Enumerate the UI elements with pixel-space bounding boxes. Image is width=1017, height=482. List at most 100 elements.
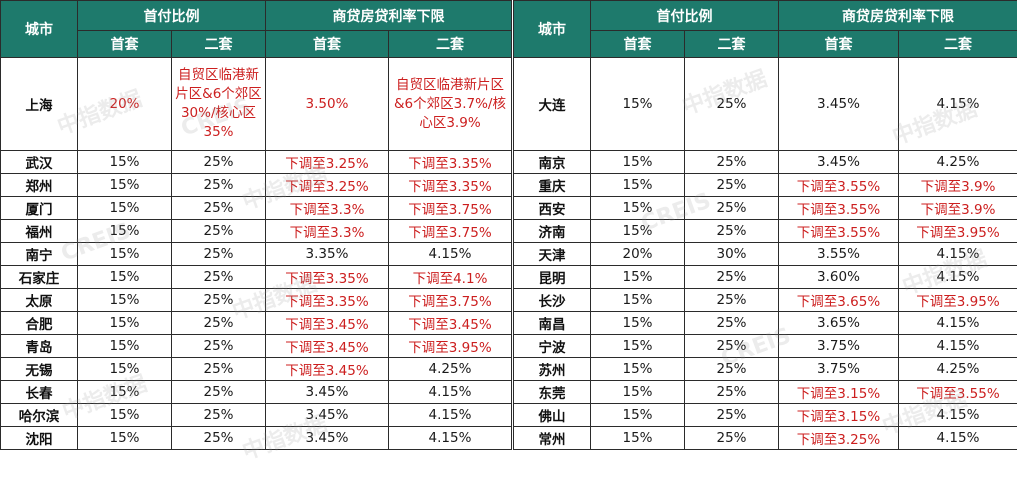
header-rate-floor: 商贷房贷利率下限 bbox=[265, 0, 512, 31]
header-city: 城市 bbox=[0, 0, 78, 58]
rate-first-cell: 下调至3.45% bbox=[265, 311, 389, 335]
table-row: 福州 15% 25% 下调至3.3% 下调至3.75% bbox=[0, 219, 512, 243]
table-row: 合肥 15% 25% 下调至3.45% 下调至3.45% bbox=[0, 311, 512, 335]
down-payment-second-cell: 25% bbox=[171, 403, 266, 427]
city-cell: 武汉 bbox=[0, 150, 78, 174]
rate-second-cell: 下调至3.9% bbox=[898, 196, 1017, 220]
down-payment-first-cell: 20% bbox=[77, 57, 172, 151]
rate-first-cell: 3.75% bbox=[778, 334, 899, 358]
city-cell: 济南 bbox=[513, 219, 591, 243]
down-payment-second-cell: 25% bbox=[171, 196, 266, 220]
down-payment-second-cell: 25% bbox=[171, 426, 266, 450]
rate-second-cell: 4.25% bbox=[898, 357, 1017, 381]
rate-second-cell: 自贸区临港新片区&6个郊区3.7%/核心区3.9% bbox=[388, 57, 512, 151]
down-payment-first-cell: 15% bbox=[590, 311, 685, 335]
rate-first-cell: 3.50% bbox=[265, 57, 389, 151]
table-row: 南昌 15% 25% 3.65% 4.15% bbox=[513, 311, 1017, 335]
table-row: 常州 15% 25% 下调至3.25% 4.15% bbox=[513, 426, 1017, 450]
rate-first-cell: 下调至3.35% bbox=[265, 265, 389, 289]
rate-second-cell: 4.25% bbox=[388, 357, 512, 381]
table-row: 济南 15% 25% 下调至3.55% 下调至3.95% bbox=[513, 219, 1017, 243]
header-rate-first: 首套 bbox=[265, 30, 389, 58]
city-cell: 宁波 bbox=[513, 334, 591, 358]
rate-first-cell: 下调至3.3% bbox=[265, 219, 389, 243]
down-payment-second-cell: 25% bbox=[171, 265, 266, 289]
table-row: 长沙 15% 25% 下调至3.65% 下调至3.95% bbox=[513, 288, 1017, 312]
down-payment-second-cell: 25% bbox=[171, 242, 266, 266]
down-payment-first-cell: 15% bbox=[590, 380, 685, 404]
down-payment-second-cell: 25% bbox=[684, 219, 779, 243]
down-payment-first-cell: 15% bbox=[590, 403, 685, 427]
down-payment-first-cell: 15% bbox=[590, 219, 685, 243]
down-payment-first-cell: 15% bbox=[77, 403, 172, 427]
policy-table-right: 城市 首付比例 商贷房贷利率下限 首套 二套 首套 二套 大连 15% 25% 3.4… bbox=[513, 0, 1017, 450]
rate-first-cell: 下调至3.45% bbox=[265, 357, 389, 381]
header-city: 城市 bbox=[513, 0, 591, 58]
rate-first-cell: 下调至3.45% bbox=[265, 334, 389, 358]
table-row: 沈阳 15% 25% 3.45% 4.15% bbox=[0, 426, 512, 450]
city-cell: 郑州 bbox=[0, 173, 78, 197]
rate-second-cell: 4.15% bbox=[898, 242, 1017, 266]
rate-second-cell: 4.15% bbox=[898, 57, 1017, 151]
rate-second-cell: 4.15% bbox=[898, 403, 1017, 427]
rate-second-cell: 4.25% bbox=[898, 150, 1017, 174]
table-row: 石家庄 15% 25% 下调至3.35% 下调至4.1% bbox=[0, 265, 512, 289]
rate-second-cell: 4.15% bbox=[388, 426, 512, 450]
table-row: 苏州 15% 25% 3.75% 4.25% bbox=[513, 357, 1017, 381]
city-cell: 西安 bbox=[513, 196, 591, 220]
city-cell: 常州 bbox=[513, 426, 591, 450]
rate-second-cell: 4.15% bbox=[898, 265, 1017, 289]
rate-first-cell: 3.65% bbox=[778, 311, 899, 335]
table-row: 长春 15% 25% 3.45% 4.15% bbox=[0, 380, 512, 404]
down-payment-second-cell: 25% bbox=[171, 357, 266, 381]
city-cell: 合肥 bbox=[0, 311, 78, 335]
table-row: 厦门 15% 25% 下调至3.3% 下调至3.75% bbox=[0, 196, 512, 220]
down-payment-second-cell: 30% bbox=[684, 242, 779, 266]
down-payment-first-cell: 15% bbox=[77, 173, 172, 197]
rate-second-cell: 下调至3.35% bbox=[388, 150, 512, 174]
header-dp-first: 首套 bbox=[77, 30, 172, 58]
down-payment-second-cell: 25% bbox=[171, 380, 266, 404]
rate-second-cell: 下调至3.35% bbox=[388, 173, 512, 197]
rate-first-cell: 下调至3.65% bbox=[778, 288, 899, 312]
table-row: 南京 15% 25% 3.45% 4.25% bbox=[513, 150, 1017, 174]
down-payment-first-cell: 15% bbox=[77, 380, 172, 404]
city-cell: 大连 bbox=[513, 57, 591, 151]
rate-first-cell: 3.60% bbox=[778, 265, 899, 289]
down-payment-first-cell: 15% bbox=[77, 150, 172, 174]
header-dp-second: 二套 bbox=[171, 30, 266, 58]
table-row: 太原 15% 25% 下调至3.35% 下调至3.75% bbox=[0, 288, 512, 312]
table-row: 西安 15% 25% 下调至3.55% 下调至3.9% bbox=[513, 196, 1017, 220]
table-row: 东莞 15% 25% 下调至3.15% 下调至3.55% bbox=[513, 380, 1017, 404]
rate-first-cell: 下调至3.15% bbox=[778, 403, 899, 427]
down-payment-second-cell: 25% bbox=[684, 403, 779, 427]
table-row: 哈尔滨 15% 25% 3.45% 4.15% bbox=[0, 403, 512, 427]
down-payment-first-cell: 15% bbox=[590, 357, 685, 381]
down-payment-second-cell: 25% bbox=[171, 334, 266, 358]
down-payment-first-cell: 15% bbox=[77, 311, 172, 335]
rate-second-cell: 下调至3.55% bbox=[898, 380, 1017, 404]
rate-first-cell: 下调至3.55% bbox=[778, 196, 899, 220]
down-payment-first-cell: 15% bbox=[77, 219, 172, 243]
rate-second-cell: 下调至3.95% bbox=[898, 288, 1017, 312]
header-rate-second: 二套 bbox=[388, 30, 512, 58]
down-payment-second-cell: 25% bbox=[684, 426, 779, 450]
down-payment-first-cell: 15% bbox=[77, 196, 172, 220]
down-payment-first-cell: 15% bbox=[590, 334, 685, 358]
city-cell: 天津 bbox=[513, 242, 591, 266]
rate-second-cell: 下调至3.75% bbox=[388, 288, 512, 312]
down-payment-second-cell: 25% bbox=[684, 196, 779, 220]
down-payment-first-cell: 15% bbox=[590, 426, 685, 450]
rate-second-cell: 下调至3.75% bbox=[388, 219, 512, 243]
rate-first-cell: 3.55% bbox=[778, 242, 899, 266]
down-payment-second-cell: 25% bbox=[684, 357, 779, 381]
rate-first-cell: 3.45% bbox=[265, 380, 389, 404]
header-down-payment: 首付比例 bbox=[590, 0, 779, 31]
city-cell: 长春 bbox=[0, 380, 78, 404]
down-payment-first-cell: 15% bbox=[77, 357, 172, 381]
city-cell: 佛山 bbox=[513, 403, 591, 427]
rate-first-cell: 下调至3.35% bbox=[265, 288, 389, 312]
city-cell: 南宁 bbox=[0, 242, 78, 266]
table-row: 宁波 15% 25% 3.75% 4.15% bbox=[513, 334, 1017, 358]
